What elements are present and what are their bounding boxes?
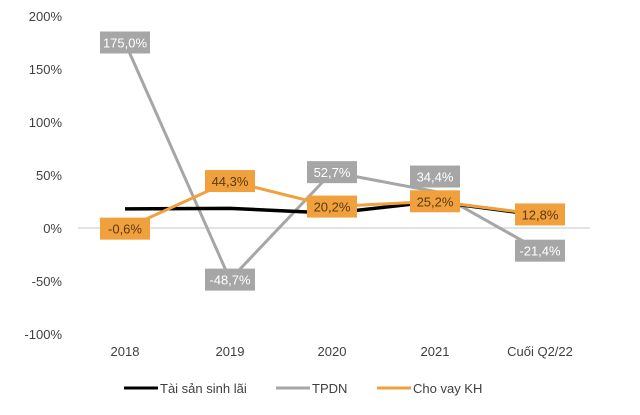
x-tick-label: 2018 [111, 344, 140, 359]
data-label-box [205, 170, 255, 193]
data-label-box [515, 239, 565, 262]
x-tick-label: 2021 [421, 344, 450, 359]
y-tick-label: 100% [29, 115, 63, 130]
y-tick-label: -50% [32, 274, 63, 289]
y-tick-label: 50% [36, 168, 62, 183]
data-label: 25,2% [417, 194, 454, 209]
x-tick-label: 2019 [216, 344, 245, 359]
data-label-box [307, 195, 357, 218]
data-label-box [307, 161, 357, 184]
data-label: 44,3% [212, 174, 249, 189]
y-tick-label: 0% [43, 221, 62, 236]
data-label-box [205, 268, 255, 291]
legend-label: Cho vay KH [413, 381, 482, 396]
data-label-box [100, 217, 150, 240]
data-label-box [515, 203, 565, 226]
data-label: 12,8% [522, 207, 559, 222]
data-label: 175,0% [103, 36, 148, 51]
data-label-box [410, 190, 460, 213]
data-label: 34,4% [417, 170, 454, 185]
y-tick-label: 150% [29, 62, 63, 77]
data-label: -0,6% [108, 222, 142, 237]
data-label-box [100, 31, 150, 54]
legend-label: TPDN [312, 381, 347, 396]
data-label-box [410, 165, 460, 188]
data-label: 52,7% [314, 165, 351, 180]
y-tick-label: 200% [29, 9, 63, 24]
data-label: -48,7% [209, 273, 251, 288]
data-label: 20,2% [314, 200, 351, 215]
series-line-1 [123, 41, 541, 282]
x-tick-label: 2020 [318, 344, 347, 359]
y-tick-label: -100% [24, 327, 62, 342]
legend-label: Tài sản sinh lãi [160, 381, 247, 396]
data-label: -21,4% [519, 244, 561, 259]
x-tick-label: Cuối Q2/22 [507, 344, 573, 359]
